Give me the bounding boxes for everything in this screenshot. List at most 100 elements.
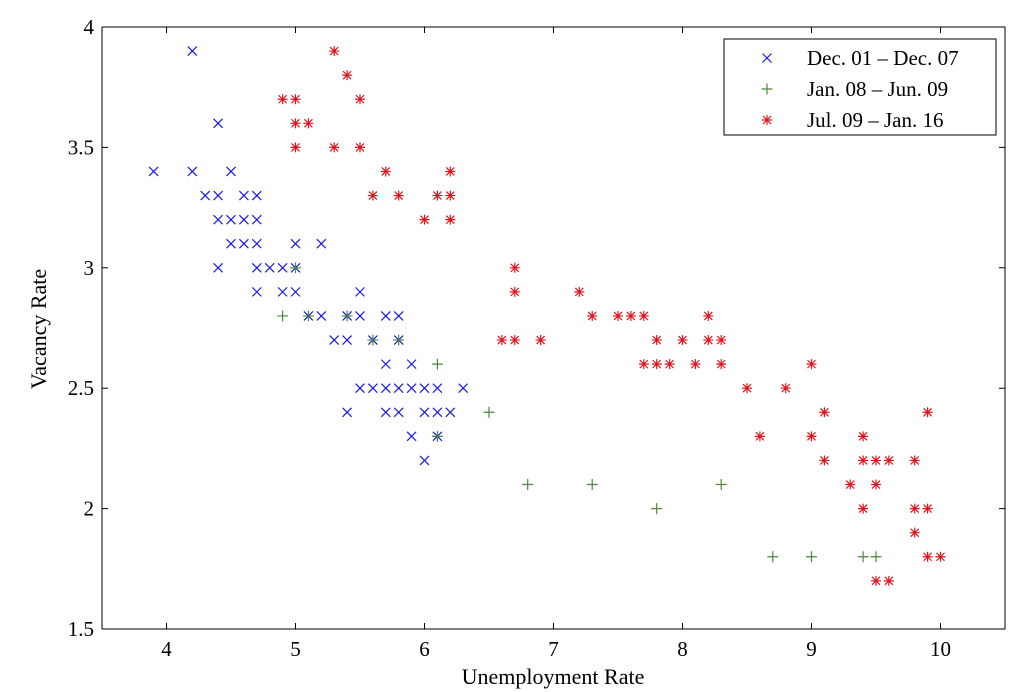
data-point-series-3 [380,166,391,177]
x-tick-label: 4 [161,637,172,661]
data-point-series-1 [251,286,262,297]
data-point-series-2 [806,551,817,563]
legend-label-series-2: Jan. 08 – Jun. 09 [807,77,948,101]
data-point-series-1 [277,286,288,297]
data-point-series-1 [419,407,430,418]
data-point-series-1 [238,190,249,201]
data-point-series-1 [264,262,275,273]
data-point-series-1 [148,166,159,177]
y-tick-label: 3.5 [68,135,94,159]
legend-markers [761,53,773,125]
data-point-series-3 [806,359,817,370]
data-point-series-1 [213,118,224,129]
data-point-series-1 [200,190,211,201]
data-point-series-3 [922,407,933,418]
data-point-series-1 [380,359,391,370]
data-point-series-3 [703,310,714,321]
data-point-series-1 [367,383,378,394]
y-tick-label: 2.5 [68,376,94,400]
data-point-series-2 [767,551,779,563]
data-point-series-2 [870,551,882,563]
x-tick-label: 8 [677,637,688,661]
data-point-series-1 [432,407,443,418]
data-point-series-3 [367,190,378,201]
data-point-series-1 [187,46,198,57]
data-point-series-3 [922,503,933,514]
data-point-series-3 [445,166,456,177]
data-point-series-3 [290,142,301,153]
data-point-series-3 [871,455,881,466]
data-point-series-3 [329,46,340,57]
data-point-series-3 [742,383,752,394]
data-point-series-1 [187,166,198,177]
data-point-series-3 [355,94,365,105]
y-tick-label: 2 [84,497,95,521]
x-tick-label: 6 [419,637,430,661]
data-point-series-3 [858,455,869,466]
data-point-series-1 [342,407,353,418]
data-point-series-3 [819,407,830,418]
y-axis-label: Vacancy Rate [26,269,51,389]
data-point-series-1 [251,190,262,201]
data-point-series-3 [754,431,765,442]
data-point-series-1 [393,311,404,321]
data-point-series-3 [651,335,662,346]
data-point-series-3 [509,262,520,273]
y-tick-label: 1.5 [68,617,94,641]
data-point-series-3 [883,575,894,586]
data-point-series-3 [419,214,430,225]
data-point-series-1 [251,214,262,225]
data-point-series-1 [419,455,430,466]
data-point-series-1 [355,286,365,297]
data-point-series-2 [367,334,379,346]
data-point-series-3 [303,118,314,129]
x-tick-label: 7 [548,637,559,661]
data-point-series-2 [651,503,663,515]
data-point-series-1 [329,335,340,345]
data-point-series-3 [909,503,920,514]
data-point-series-1 [277,262,288,273]
data-point-series-2 [290,262,301,274]
data-point-series-3 [638,359,649,370]
y-tick-label: 3 [84,256,95,280]
data-point-series-3 [909,455,920,466]
data-point-series-1 [432,383,443,394]
data-point-series-3 [625,310,636,321]
data-point-series-3 [716,335,727,346]
data-point-series-3 [277,94,288,105]
data-point-series-2 [302,310,314,322]
axis-ticks: 4 5 6 7 8 9 10 1.5 2 2.5 3 3.5 4 [68,15,1005,661]
data-point-series-2 [715,479,727,491]
data-point-series-3 [780,383,791,394]
data-point-series-1 [458,383,469,394]
data-point-series-3 [935,551,946,562]
data-point-series-2 [277,310,289,322]
x-tick-label: 9 [806,637,817,661]
legend-marker-series-3 [762,115,772,125]
y-tick-label: 4 [84,15,95,39]
data-point-series-3 [909,527,920,538]
data-point-series-2 [393,334,405,346]
data-point-series-1 [380,311,391,321]
data-point-series-1 [251,238,262,249]
legend-label-series-1: Dec. 01 – Dec. 07 [807,46,959,70]
data-point-series-1 [380,383,391,394]
legend-label-series-3: Jul. 09 – Jan. 16 [807,108,944,132]
legend-marker-series-1 [762,53,772,63]
data-point-series-3 [638,310,649,321]
data-point-series-1 [226,238,236,249]
data-point-series-3 [716,359,727,370]
data-point-series-3 [535,335,546,346]
data-point-series-1 [393,407,404,418]
data-point-series-1 [290,286,301,297]
data-point-series-3 [858,503,869,514]
data-point-series-3 [355,142,365,153]
data-point-series-1 [316,238,327,249]
data-point-series-2 [431,430,443,442]
data-point-series-1 [316,311,327,321]
data-point-series-3 [445,190,456,201]
data-point-series-2 [431,358,443,370]
data-point-series-1 [238,238,249,249]
data-point-series-1 [419,383,430,394]
